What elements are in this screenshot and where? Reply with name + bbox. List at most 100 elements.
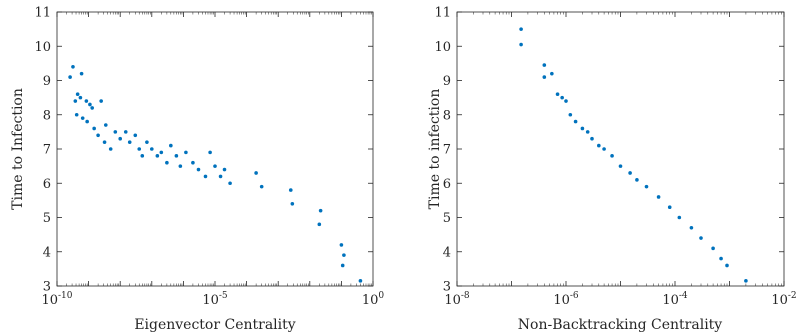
data-point — [178, 164, 183, 168]
data-point — [358, 279, 363, 283]
data-point — [145, 140, 149, 144]
data-point — [618, 164, 623, 168]
y-tick-label: 8 — [443, 108, 451, 123]
data-point — [555, 92, 560, 96]
data-point — [165, 160, 169, 165]
y-tick-label: 7 — [43, 143, 51, 158]
y-tick-label: 8 — [43, 108, 51, 123]
y-tick-label: 11 — [434, 6, 451, 21]
data-points-group — [68, 65, 363, 283]
data-point — [96, 133, 100, 138]
eigenvector-scatter-panel: 10-10 10-5 100 3 4 5 6 7 8 9 10 11 Eigenvector Cen… — [10, 6, 384, 334]
non-backtracking-scatter-panel: 10-8 10-6 10-4 10-2 3 4 5 6 7 8 9 10 11 Non-Backtra… — [427, 6, 797, 334]
data-point — [68, 75, 72, 79]
data-point — [542, 63, 547, 67]
data-point — [342, 253, 346, 257]
data-point — [602, 147, 606, 151]
data-point — [203, 174, 208, 179]
plot-area-frame — [456, 11, 785, 287]
plot-area-frame — [56, 11, 374, 287]
y-tick-label: 10 — [34, 40, 51, 55]
data-point — [699, 236, 703, 240]
x-tick-label: 10-2 — [771, 291, 796, 308]
data-point — [75, 92, 80, 96]
data-point — [519, 27, 523, 31]
data-point — [568, 112, 573, 117]
y-tick-label: 11 — [34, 6, 51, 21]
data-point — [560, 95, 564, 100]
data-point — [218, 174, 223, 179]
x-tick-label: 100 — [362, 291, 385, 308]
data-point — [137, 147, 142, 151]
data-point — [92, 126, 96, 131]
x-axis-label: Non-Backtracking Centrality — [518, 317, 723, 333]
data-point — [90, 106, 94, 110]
data-point — [73, 99, 78, 103]
data-point — [318, 208, 323, 213]
y-axis-label: Time to Infection — [10, 88, 26, 210]
data-point — [78, 95, 83, 100]
data-point — [74, 112, 79, 117]
y-tick-label: 7 — [443, 143, 451, 158]
data-point — [71, 65, 75, 69]
y-tick-label: 9 — [43, 74, 51, 89]
data-point — [127, 140, 132, 144]
data-point — [339, 243, 344, 247]
x-axis-ticks: 10-10 10-5 100 — [41, 12, 384, 308]
data-point — [140, 154, 145, 158]
data-point — [174, 154, 179, 158]
y-axis-ticks: 3 4 5 6 7 8 9 10 11 — [34, 6, 373, 295]
data-point — [84, 99, 89, 103]
data-point — [191, 160, 195, 165]
data-point — [644, 184, 649, 189]
data-point — [213, 164, 217, 168]
data-point — [102, 140, 107, 144]
data-point — [597, 143, 601, 148]
data-point — [725, 263, 729, 268]
data-point — [118, 136, 122, 141]
y-tick-label: 10 — [434, 40, 451, 55]
data-point — [88, 102, 92, 107]
data-point — [254, 171, 258, 175]
data-point — [689, 225, 694, 230]
data-point — [80, 116, 85, 120]
data-point — [585, 130, 590, 134]
y-axis-ticks: 3 4 5 6 7 8 9 10 11 — [434, 6, 784, 295]
data-point — [719, 256, 723, 261]
x-axis-label: Eigenvector Centrality — [134, 317, 295, 333]
data-point — [184, 150, 188, 155]
x-tick-label: 10-6 — [553, 291, 579, 308]
data-point — [133, 133, 138, 138]
data-point — [677, 215, 682, 220]
data-point — [550, 71, 554, 76]
x-tick-label: 10-8 — [444, 291, 470, 308]
y-axis-label: Time to infection — [427, 89, 443, 210]
data-point — [99, 99, 103, 103]
data-point — [222, 167, 227, 172]
data-point — [744, 279, 748, 283]
y-tick-label: 5 — [443, 211, 451, 226]
data-point — [288, 188, 293, 192]
data-point — [573, 119, 578, 124]
data-point — [628, 171, 632, 175]
data-point — [580, 126, 585, 131]
y-tick-label: 6 — [43, 177, 51, 192]
data-point — [667, 205, 672, 210]
data-point — [85, 119, 89, 124]
data-point — [103, 123, 108, 127]
y-tick-label: 9 — [443, 74, 451, 89]
data-point — [79, 71, 84, 76]
data-point — [155, 154, 160, 158]
data-point — [610, 154, 614, 158]
data-point — [113, 130, 118, 134]
data-point — [123, 130, 128, 134]
x-tick-label: 10-5 — [202, 291, 228, 308]
data-point — [340, 263, 345, 268]
y-tick-label: 4 — [443, 245, 451, 260]
y-tick-label: 3 — [43, 280, 51, 295]
x-tick-label: 10-10 — [41, 291, 72, 308]
y-tick-label: 3 — [443, 280, 451, 295]
data-point — [542, 75, 547, 79]
data-points-group — [519, 27, 748, 283]
data-point — [259, 184, 264, 189]
